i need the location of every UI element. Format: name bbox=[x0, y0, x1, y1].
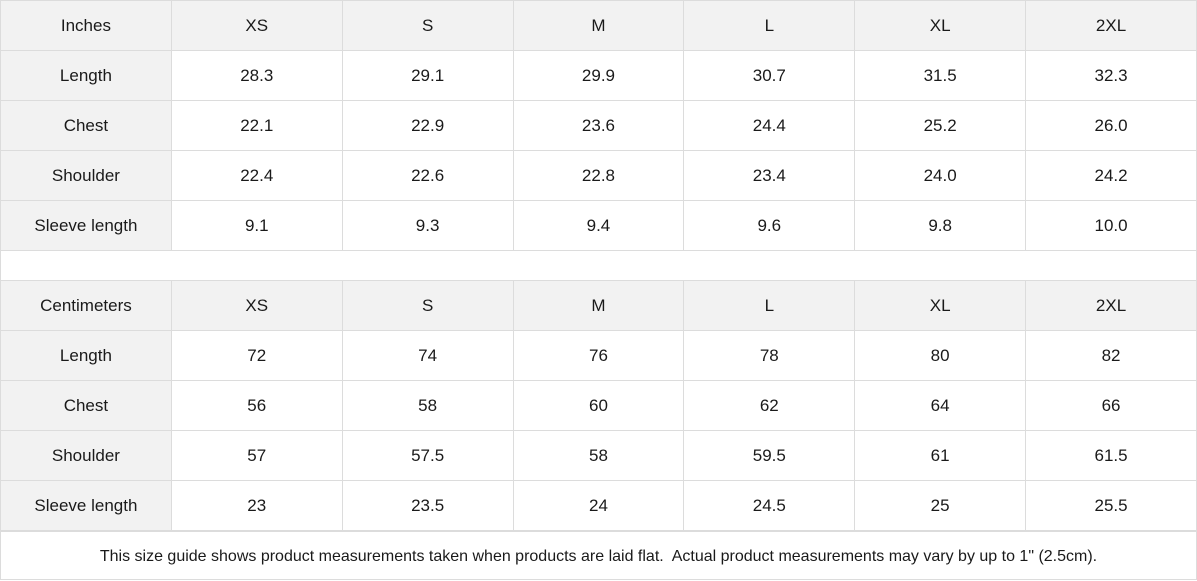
measurement-value: 62 bbox=[683, 380, 856, 431]
measurement-value: 26.0 bbox=[1025, 100, 1197, 151]
size-header: L bbox=[683, 280, 856, 331]
measurement-value: 24 bbox=[512, 480, 685, 531]
measurement-value: 57.5 bbox=[341, 430, 514, 481]
measurement-label: Chest bbox=[0, 380, 172, 431]
size-header: S bbox=[341, 280, 514, 331]
size-header: XS bbox=[170, 0, 343, 51]
measurement-value: 9.1 bbox=[170, 200, 343, 251]
measurement-value: 72 bbox=[170, 330, 343, 381]
measurement-value: 10.0 bbox=[1025, 200, 1197, 251]
measurement-value: 25.2 bbox=[854, 100, 1027, 151]
measurement-value: 74 bbox=[341, 330, 514, 381]
measurement-value: 22.4 bbox=[170, 150, 343, 201]
measurement-value: 60 bbox=[512, 380, 685, 431]
size-guide-note: This size guide shows product measuremen… bbox=[1, 531, 1196, 581]
table-row: Chest 22.1 22.9 23.6 24.4 25.2 26.0 bbox=[0, 100, 1197, 151]
table-row: Length 72 74 76 78 80 82 bbox=[0, 330, 1197, 381]
measurement-value: 24.4 bbox=[683, 100, 856, 151]
table-row: Shoulder 57 57.5 58 59.5 61 61.5 bbox=[0, 430, 1197, 481]
size-table-centimeters: Centimeters XS S M L XL 2XL Length 72 74 76 78 80 82 C… bbox=[0, 280, 1197, 531]
measurement-value: 61 bbox=[854, 430, 1027, 481]
measurement-value: 29.1 bbox=[341, 50, 514, 101]
measurement-label: Shoulder bbox=[0, 430, 172, 481]
header-row: Inches XS S M L XL 2XL bbox=[0, 0, 1197, 51]
measurement-value: 23.6 bbox=[512, 100, 685, 151]
measurement-value: 76 bbox=[512, 330, 685, 381]
measurement-value: 23.4 bbox=[683, 150, 856, 201]
measurement-label: Chest bbox=[0, 100, 172, 151]
measurement-label: Length bbox=[0, 50, 172, 101]
size-header: M bbox=[512, 0, 685, 51]
measurement-value: 56 bbox=[170, 380, 343, 431]
size-header: 2XL bbox=[1025, 280, 1197, 331]
size-header: XS bbox=[170, 280, 343, 331]
measurement-value: 29.9 bbox=[512, 50, 685, 101]
measurement-value: 28.3 bbox=[170, 50, 343, 101]
measurement-value: 78 bbox=[683, 330, 856, 381]
measurement-value: 23.5 bbox=[341, 480, 514, 531]
measurement-label: Length bbox=[0, 330, 172, 381]
measurement-value: 64 bbox=[854, 380, 1027, 431]
measurement-value: 24.5 bbox=[683, 480, 856, 531]
measurement-value: 22.9 bbox=[341, 100, 514, 151]
size-header: L bbox=[683, 0, 856, 51]
measurement-value: 9.4 bbox=[512, 200, 685, 251]
table-row: Chest 56 58 60 62 64 66 bbox=[0, 380, 1197, 431]
table-row: Shoulder 22.4 22.6 22.8 23.4 24.0 24.2 bbox=[0, 150, 1197, 201]
measurement-value: 59.5 bbox=[683, 430, 856, 481]
table-row: Sleeve length 9.1 9.3 9.4 9.6 9.8 10.0 bbox=[0, 200, 1197, 251]
measurement-value: 23 bbox=[170, 480, 343, 531]
size-header: M bbox=[512, 280, 685, 331]
header-row: Centimeters XS S M L XL 2XL bbox=[0, 280, 1197, 331]
measurement-value: 66 bbox=[1025, 380, 1197, 431]
measurement-value: 22.8 bbox=[512, 150, 685, 201]
measurement-value: 58 bbox=[512, 430, 685, 481]
table-row: Sleeve length 23 23.5 24 24.5 25 25.5 bbox=[0, 480, 1197, 531]
measurement-value: 22.6 bbox=[341, 150, 514, 201]
unit-header: Centimeters bbox=[0, 280, 172, 331]
measurement-value: 9.6 bbox=[683, 200, 856, 251]
measurement-value: 58 bbox=[341, 380, 514, 431]
measurement-value: 22.1 bbox=[170, 100, 343, 151]
measurement-label: Sleeve length bbox=[0, 480, 172, 531]
size-header: XL bbox=[854, 0, 1027, 51]
measurement-value: 80 bbox=[854, 330, 1027, 381]
size-header: 2XL bbox=[1025, 0, 1197, 51]
measurement-value: 24.0 bbox=[854, 150, 1027, 201]
measurement-value: 82 bbox=[1025, 330, 1197, 381]
size-table-inches: Inches XS S M L XL 2XL Length 28.3 29.1 29.9 30.7 31… bbox=[0, 0, 1197, 251]
unit-header: Inches bbox=[0, 0, 172, 51]
measurement-value: 25 bbox=[854, 480, 1027, 531]
measurement-value: 25.5 bbox=[1025, 480, 1197, 531]
measurement-value: 9.3 bbox=[341, 200, 514, 251]
measurement-value: 9.8 bbox=[854, 200, 1027, 251]
table-row: Length 28.3 29.1 29.9 30.7 31.5 32.3 bbox=[0, 50, 1197, 101]
measurement-value: 57 bbox=[170, 430, 343, 481]
measurement-label: Shoulder bbox=[0, 150, 172, 201]
size-header: S bbox=[341, 0, 514, 51]
measurement-value: 32.3 bbox=[1025, 50, 1197, 101]
measurement-value: 31.5 bbox=[854, 50, 1027, 101]
size-header: XL bbox=[854, 280, 1027, 331]
measurement-value: 24.2 bbox=[1025, 150, 1197, 201]
measurement-value: 30.7 bbox=[683, 50, 856, 101]
measurement-label: Sleeve length bbox=[0, 200, 172, 251]
measurement-value: 61.5 bbox=[1025, 430, 1197, 481]
